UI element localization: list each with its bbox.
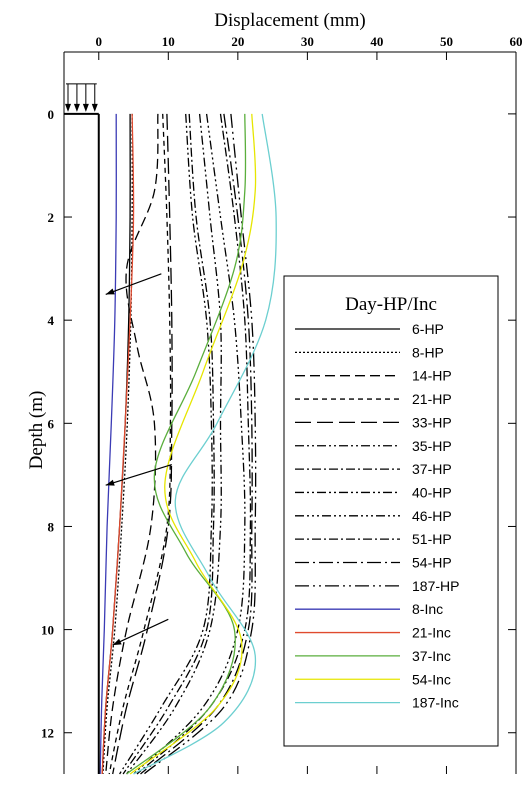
x-tick-label: 0: [96, 34, 103, 49]
annotation-arrow-head: [105, 479, 115, 486]
series-line-187-hp: [143, 113, 257, 775]
data-series: [99, 113, 277, 775]
legend-label-35-hp: 35-HP: [412, 438, 452, 454]
y-tick-label: 4: [48, 313, 55, 328]
legend-label-8-inc: 8-Inc: [412, 601, 443, 617]
y-tick-label: 0: [48, 107, 55, 122]
annotation-arrows: [105, 273, 172, 646]
series-line-187-inc: [133, 113, 277, 775]
legend-label-14-hp: 14-HP: [412, 368, 452, 384]
legend-box: [283, 275, 499, 747]
legend-label-54-inc: 54-Inc: [412, 671, 451, 687]
legend-label-8-hp: 8-HP: [412, 344, 444, 360]
series-line-37-inc: [126, 113, 247, 775]
legend-label-33-hp: 33-HP: [412, 414, 452, 430]
series-line-46-hp: [133, 113, 246, 775]
y-tick-label: 6: [48, 416, 55, 431]
pile: [64, 83, 100, 774]
load-arrow-head: [82, 103, 89, 112]
legend-label-21-hp: 21-HP: [412, 391, 452, 407]
load-arrow-head: [91, 103, 98, 112]
load-arrow-head: [73, 103, 80, 112]
y-tick-label: 8: [48, 519, 55, 534]
series-line-40-hp: [126, 113, 222, 775]
series-line-54-inc: [129, 113, 257, 775]
plot-frame: [63, 51, 517, 774]
x-tick-label: 20: [231, 34, 244, 49]
legend-label-37-hp: 37-HP: [412, 461, 452, 477]
x-tick-label: 60: [510, 34, 522, 49]
series-line-14-hp: [105, 113, 159, 775]
load-arrow-head: [65, 103, 71, 112]
x-axis-title: Displacement (mm): [214, 10, 365, 31]
annotation-arrow-line: [105, 273, 162, 295]
y-axis-title: Depth (m): [26, 391, 47, 470]
series-line-8-hp: [102, 113, 133, 775]
annotation-arrow-head: [105, 288, 115, 295]
legend-label-40-hp: 40-HP: [412, 484, 452, 500]
y-tick-label: 12: [41, 726, 54, 741]
legend-label-54-hp: 54-HP: [412, 555, 452, 571]
x-tick-label: 50: [440, 34, 453, 49]
legend: Day-HP/Inc 6-HP 8-HP 14-HP 21-HP 33-HP 35-HP 3…: [283, 275, 499, 747]
series-line-54-hp: [140, 113, 253, 775]
y-tick-label: 2: [48, 210, 55, 225]
legend-title: Day-HP/Inc: [345, 294, 437, 315]
annotation-arrow-line: [112, 618, 169, 646]
legend-label-187-inc: 187-Inc: [412, 695, 459, 711]
series-line-21-inc: [101, 113, 135, 775]
series-line-8-inc: [99, 113, 117, 775]
legend-label-21-inc: 21-Inc: [412, 625, 451, 641]
series-line-33-hp: [112, 113, 173, 775]
x-tick-label: 40: [370, 34, 383, 49]
legend-label-6-hp: 6-HP: [412, 321, 444, 337]
legend-label-187-hp: 187-HP: [412, 578, 459, 594]
series-line-51-hp: [136, 113, 252, 775]
legend-label-51-hp: 51-HP: [412, 531, 452, 547]
axis-ticks: 0 10 20 30 40 50 60 0 2 4 6 8 10 12: [41, 34, 522, 774]
legend-label-46-hp: 46-HP: [412, 508, 452, 524]
legend-label-37-inc: 37-Inc: [412, 648, 451, 664]
series-line-37-hp: [122, 113, 215, 775]
series-line-35-hp: [119, 113, 213, 775]
x-tick-label: 10: [162, 34, 175, 49]
annotation-arrow-head: [112, 638, 122, 646]
annotation-arrow-line: [105, 463, 172, 486]
y-tick-label: 10: [41, 623, 54, 638]
x-tick-label: 30: [301, 34, 314, 49]
